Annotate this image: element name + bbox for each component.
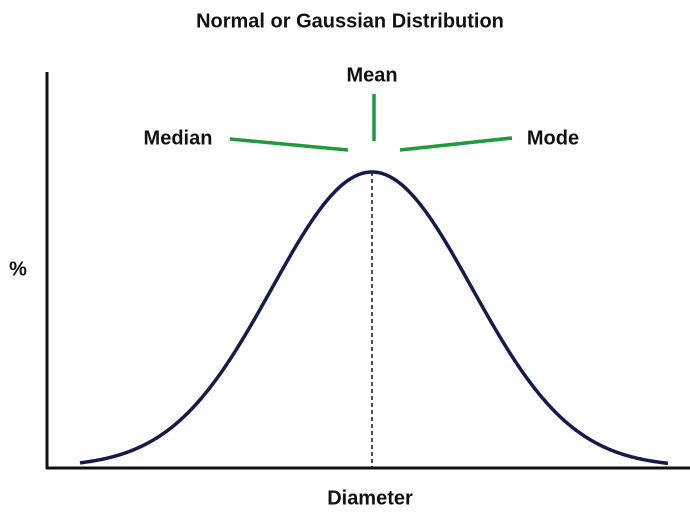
- median-pointer: [229, 137, 349, 152]
- mean-label: Mean: [346, 64, 397, 86]
- median-label: Median: [144, 127, 213, 149]
- mode-label: Mode: [527, 127, 579, 149]
- x-axis-label: Diameter: [327, 487, 413, 509]
- mode-pointer: [399, 136, 513, 152]
- bell-curve: [79, 170, 669, 466]
- title: Normal or Gaussian Distribution: [196, 10, 504, 32]
- y-axis-label: %: [9, 258, 27, 280]
